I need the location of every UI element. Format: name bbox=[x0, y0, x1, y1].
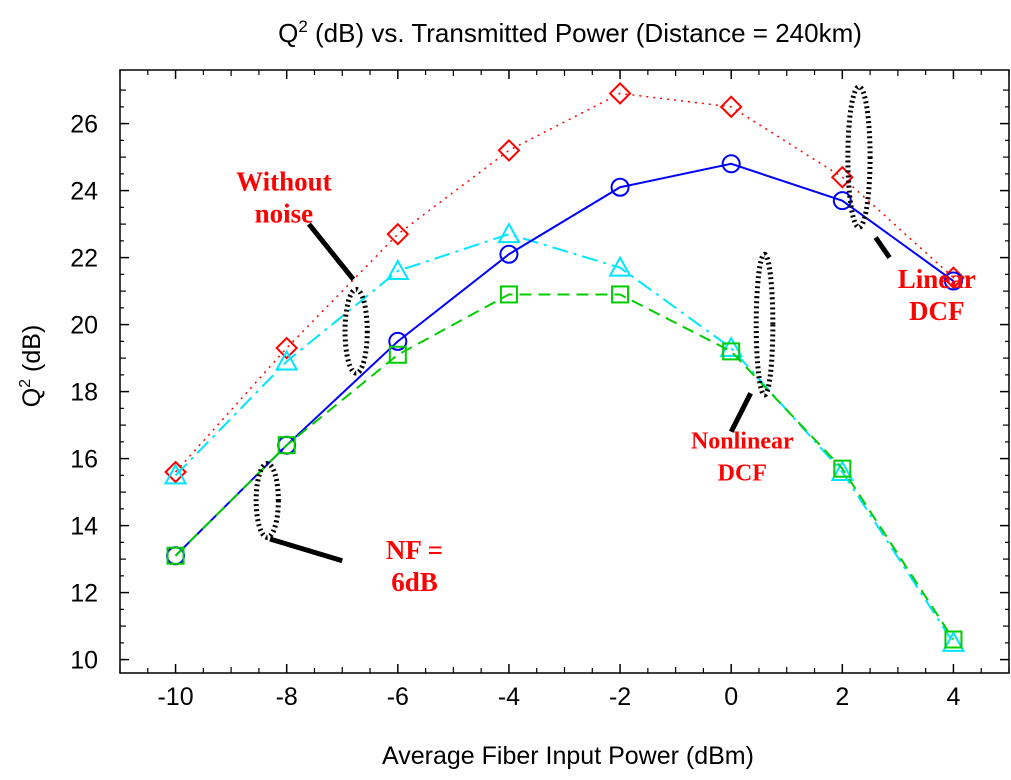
x-tick-label: -4 bbox=[498, 683, 520, 711]
y-axis-label: Q2 (dB) bbox=[17, 325, 46, 408]
group-ellipse-linear_dcf bbox=[845, 84, 873, 230]
data-point-diamond bbox=[386, 222, 410, 246]
annotation-line: noise bbox=[255, 199, 314, 229]
chart-title: Q2 (dB) vs. Transmitted Power (Distance … bbox=[278, 17, 862, 48]
data-point-triangle bbox=[274, 349, 299, 371]
group-ellipse-without_noise bbox=[342, 286, 370, 376]
data-point-triangle bbox=[941, 630, 966, 652]
data-point-square bbox=[833, 459, 852, 478]
chart-marks bbox=[163, 82, 966, 652]
annotation-line: DCF bbox=[909, 296, 965, 326]
annotation-line: NF = bbox=[386, 535, 443, 565]
x-tick-label: -10 bbox=[157, 683, 193, 711]
x-tick-label: 4 bbox=[946, 683, 960, 711]
group-ellipse-nf_6db bbox=[253, 461, 281, 540]
data-point-square bbox=[944, 630, 963, 649]
data-point-diamond bbox=[830, 165, 854, 189]
data-point-square bbox=[277, 436, 296, 455]
group-ellipse-nonlinear_dcf bbox=[753, 251, 776, 398]
leader-line-nonlinear_dcf bbox=[728, 392, 753, 433]
data-point-square bbox=[166, 546, 185, 565]
group-markers bbox=[253, 84, 892, 564]
x-tick-label: 2 bbox=[835, 683, 849, 711]
leader-line-nf_6db bbox=[269, 536, 343, 564]
data-point-diamond bbox=[719, 95, 743, 119]
leader-line-without_noise bbox=[306, 222, 356, 281]
data-point-triangle bbox=[719, 335, 743, 358]
y-tick-label: 24 bbox=[70, 178, 98, 206]
annotation-line: DCF bbox=[718, 461, 767, 487]
x-tick-label: -8 bbox=[276, 683, 298, 711]
annotation-linear_dcf: Linear DCF bbox=[898, 264, 976, 326]
annotation-line: Without bbox=[236, 167, 332, 197]
data-point-circle bbox=[610, 177, 630, 197]
data-point-square bbox=[722, 342, 741, 361]
series-line-linear_dcf_nf_6db bbox=[174, 162, 955, 557]
data-point-square bbox=[388, 345, 407, 364]
data-point-circle bbox=[499, 244, 519, 264]
data-point-square bbox=[611, 285, 630, 304]
series-linear_dcf_without_noise bbox=[164, 82, 965, 484]
plot-frame bbox=[119, 69, 1010, 674]
y-tick-label: 16 bbox=[70, 446, 98, 474]
data-point-circle bbox=[721, 154, 741, 174]
annotation-nonlinear_dcf: Nonlinear DCF bbox=[691, 429, 794, 487]
data-point-square bbox=[499, 285, 518, 304]
series-line-nonlinear_dcf_without_noise bbox=[174, 233, 955, 644]
data-point-circle bbox=[943, 271, 963, 291]
series-line-linear_dcf_without_noise bbox=[175, 92, 954, 473]
x-tick-label: -6 bbox=[387, 683, 409, 711]
x-tick-label: -2 bbox=[609, 683, 631, 711]
data-point-diamond bbox=[275, 336, 299, 360]
data-point-triangle bbox=[497, 222, 521, 244]
y-tick-label: 12 bbox=[70, 580, 98, 608]
data-point-triangle bbox=[386, 258, 410, 280]
x-axis-label: Average Fiber Input Power (dBm) bbox=[382, 742, 754, 770]
y-tick-label: 22 bbox=[70, 245, 98, 273]
axis-ticks bbox=[119, 70, 1010, 673]
y-tick-label: 18 bbox=[70, 379, 98, 407]
series-line-nonlinear_dcf_nf_6db bbox=[174, 293, 955, 641]
annotation-line: Nonlinear bbox=[691, 429, 794, 455]
y-tick-label: 20 bbox=[70, 312, 98, 340]
y-tick-label: 26 bbox=[70, 111, 98, 139]
y-tick-label: 10 bbox=[70, 647, 98, 675]
annotation-line: 6dB bbox=[391, 567, 438, 597]
data-point-triangle bbox=[608, 255, 632, 277]
data-point-diamond bbox=[608, 82, 632, 105]
series-nonlinear_dcf_without_noise bbox=[163, 222, 966, 652]
y-tick-label: 14 bbox=[70, 513, 98, 541]
series-nonlinear_dcf_nf_6db bbox=[166, 285, 963, 649]
leader-line-linear_dcf bbox=[873, 236, 892, 260]
annotation-without_noise: Without noise bbox=[236, 167, 332, 229]
x-tick-label: 0 bbox=[724, 683, 738, 711]
data-point-triangle bbox=[830, 459, 855, 481]
data-point-circle bbox=[388, 331, 408, 351]
annotation-nf_6db: NF = 6dB bbox=[386, 535, 443, 597]
data-point-diamond bbox=[497, 138, 521, 162]
data-point-triangle bbox=[163, 463, 188, 485]
annotation-line: Linear bbox=[898, 264, 976, 294]
